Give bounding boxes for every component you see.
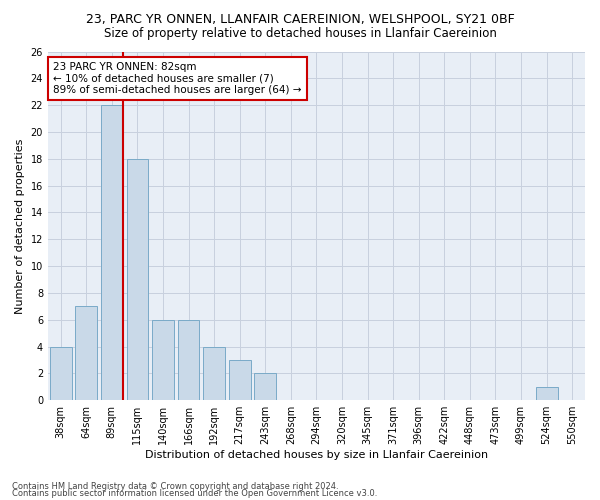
Bar <box>50 346 71 400</box>
Bar <box>254 374 276 400</box>
Text: Size of property relative to detached houses in Llanfair Caereinion: Size of property relative to detached ho… <box>104 28 496 40</box>
Bar <box>101 105 123 400</box>
X-axis label: Distribution of detached houses by size in Llanfair Caereinion: Distribution of detached houses by size … <box>145 450 488 460</box>
Bar <box>203 346 225 400</box>
Text: 23 PARC YR ONNEN: 82sqm
← 10% of detached houses are smaller (7)
89% of semi-det: 23 PARC YR ONNEN: 82sqm ← 10% of detache… <box>53 62 302 95</box>
Bar <box>536 387 557 400</box>
Bar <box>178 320 199 400</box>
Y-axis label: Number of detached properties: Number of detached properties <box>15 138 25 314</box>
Text: Contains HM Land Registry data © Crown copyright and database right 2024.: Contains HM Land Registry data © Crown c… <box>12 482 338 491</box>
Bar <box>229 360 251 400</box>
Bar <box>127 159 148 400</box>
Text: 23, PARC YR ONNEN, LLANFAIR CAEREINION, WELSHPOOL, SY21 0BF: 23, PARC YR ONNEN, LLANFAIR CAEREINION, … <box>86 12 514 26</box>
Text: Contains public sector information licensed under the Open Government Licence v3: Contains public sector information licen… <box>12 489 377 498</box>
Bar <box>76 306 97 400</box>
Bar <box>152 320 174 400</box>
